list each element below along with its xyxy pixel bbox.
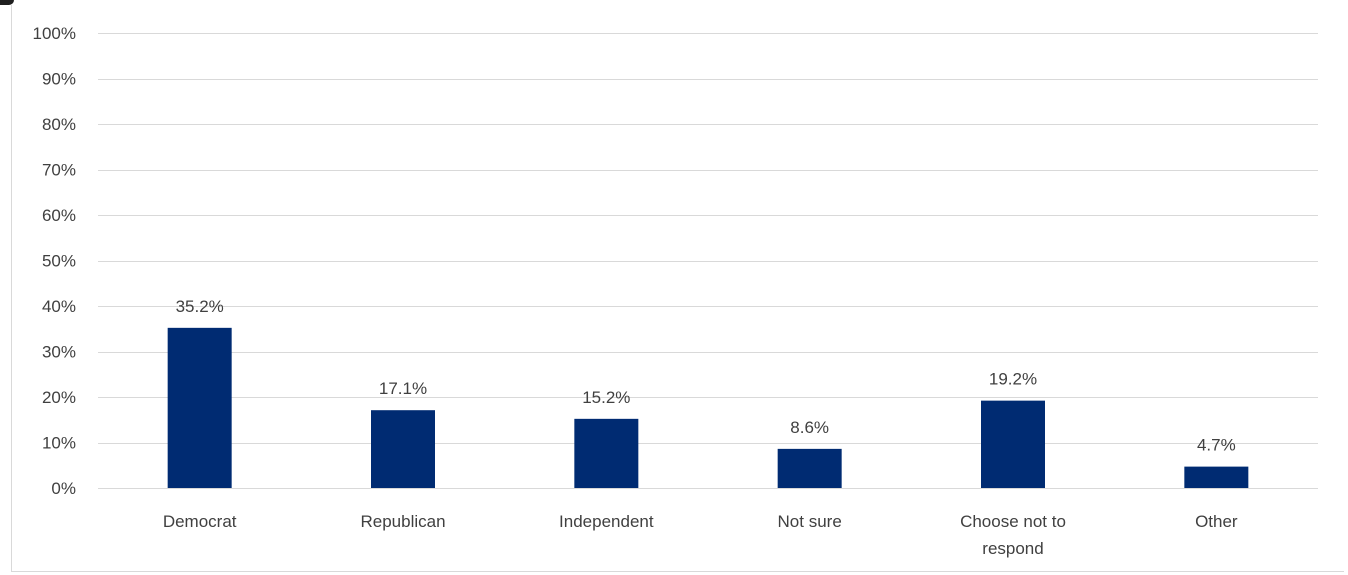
corner-mark [0,0,14,5]
data-labels: 35.2% 17.1% 15.2% 8.6% 19.2% 4.7% [176,297,1236,455]
gridlines [98,33,1318,489]
y-tick-label: 0% [51,479,76,498]
y-tick-label: 30% [42,343,76,362]
y-tick-label: 60% [42,206,76,225]
bar-republican [371,410,435,488]
data-label: 8.6% [790,418,829,437]
y-tick-label: 20% [42,388,76,407]
x-tick-label: Choose not to respond [960,512,1066,558]
data-label: 15.2% [582,388,630,407]
data-label: 19.2% [989,370,1037,389]
chart-frame [11,4,1344,572]
bar-choose-not-to-respond [981,400,1045,488]
data-label: 17.1% [379,379,427,398]
x-tick-label-line: Choose not to [960,512,1066,531]
y-tick-label: 80% [42,115,76,134]
y-tick-label: 10% [42,434,76,453]
x-tick-label: Not sure [778,512,842,531]
bar-independent [574,418,639,488]
y-tick-label: 100% [33,24,76,43]
bars [167,327,1249,488]
bar-not-sure [777,448,842,488]
bar-other [1184,466,1249,488]
x-tick-label: Republican [360,512,445,531]
y-tick-label: 40% [42,297,76,316]
x-axis-tick-labels: Democrat Republican Independent Not sure Cho… [163,512,1238,558]
x-tick-label: Independent [559,512,654,531]
x-tick-label: Democrat [163,512,237,531]
x-tick-label: Other [1195,512,1238,531]
y-axis-tick-labels: 0% 10% 20% 30% 40% 50% 60% 70% 80% 90% 100% [33,24,76,498]
y-tick-label: 90% [42,70,76,89]
data-label: 4.7% [1197,436,1236,455]
data-label: 35.2% [176,297,224,316]
y-tick-label: 70% [42,161,76,180]
bar-democrat [167,327,232,488]
x-tick-label-line: respond [982,539,1043,558]
y-tick-label: 50% [42,252,76,271]
